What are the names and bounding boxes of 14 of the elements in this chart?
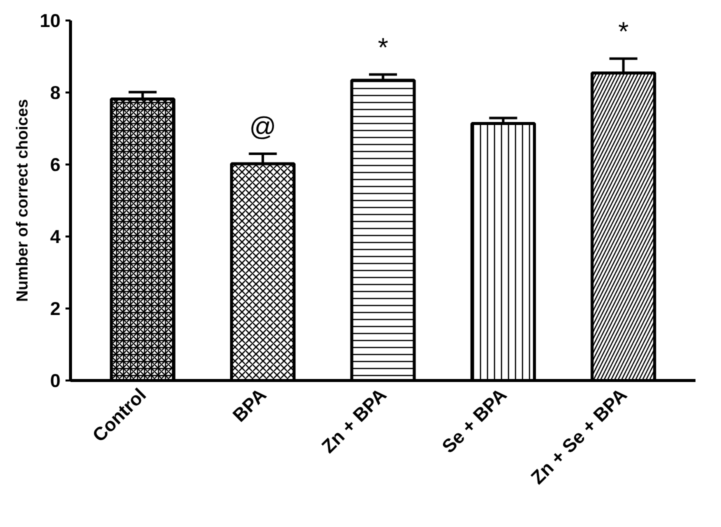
- x-tick-label: Se + BPA: [438, 384, 511, 457]
- y-tick-label: 6: [50, 154, 61, 175]
- x-tick-label: BPA: [228, 384, 270, 426]
- annotation: *: [378, 32, 388, 62]
- y-axis-title: Number of correct choices: [14, 99, 32, 302]
- x-tick-label: Zn + BPA: [318, 384, 390, 457]
- x-tick-label: Zn + Se + BPA: [526, 384, 631, 488]
- y-tick-label: 4: [50, 226, 62, 247]
- annotation: *: [618, 16, 629, 47]
- annotation: @: [249, 112, 276, 142]
- y-tick-label: 10: [40, 10, 61, 31]
- y-tick-label: 0: [50, 370, 61, 391]
- y-tick-label: 8: [50, 82, 61, 103]
- y-tick-label: 2: [50, 298, 61, 319]
